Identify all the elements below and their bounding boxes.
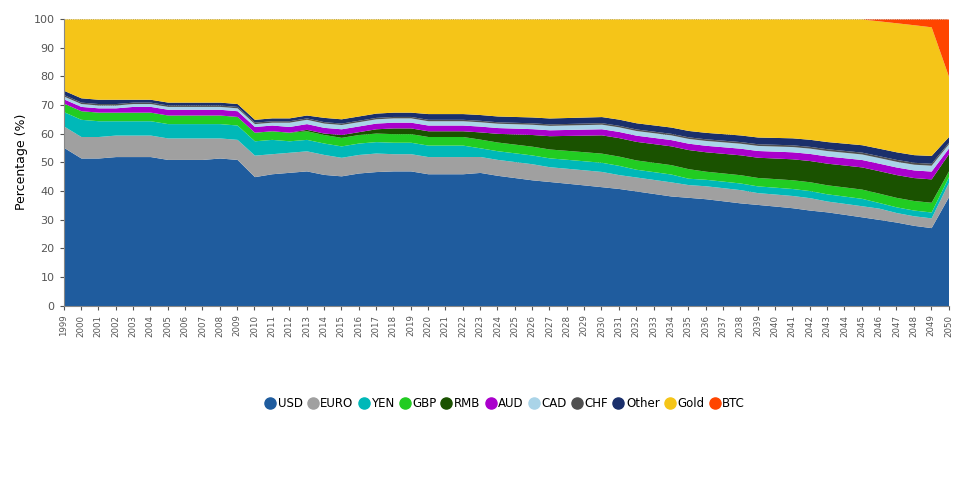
Legend: USD, EURO, YEN, GBP, RMB, AUD, CAD, CHF, Other, Gold, BTC: USD, EURO, YEN, GBP, RMB, AUD, CAD, CHF,…: [267, 398, 745, 410]
Y-axis label: Percentage (%): Percentage (%): [15, 114, 28, 210]
